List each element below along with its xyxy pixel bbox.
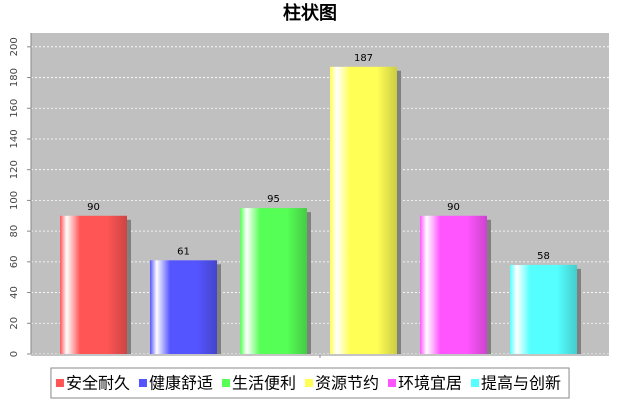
legend-swatch: [55, 379, 64, 387]
legend-swatch: [221, 379, 230, 387]
legend-label: 环境宜居: [398, 374, 462, 393]
y-tick-label: 200: [9, 37, 20, 56]
value-label: 90: [87, 202, 100, 213]
bar: [60, 215, 127, 354]
legend-swatch: [138, 379, 147, 387]
legend: 安全耐久 健康舒适 生活便利 资源节约 环境宜居 提高与创新: [50, 367, 570, 399]
y-tick-label: 20: [9, 317, 20, 330]
legend-label: 生活便利: [232, 374, 296, 393]
legend-label: 提高与创新: [481, 374, 561, 393]
y-tick-label: 120: [9, 160, 20, 179]
legend-label: 健康舒适: [149, 374, 213, 393]
y-tick-label: 60: [9, 255, 20, 268]
y-tick-label: 80: [9, 225, 20, 238]
bar: [510, 264, 577, 354]
y-tick-label: 0: [9, 351, 20, 357]
chart-title: 柱状图: [283, 2, 337, 24]
y-tick-label: 180: [9, 68, 20, 87]
y-tick-label: 140: [9, 129, 20, 148]
legend-swatch: [471, 379, 480, 387]
y-tick-label: 100: [9, 191, 20, 210]
value-label: 187: [354, 53, 373, 64]
value-label: 58: [537, 251, 550, 262]
bar: [150, 260, 217, 354]
bar: [240, 208, 307, 354]
legend-swatch: [305, 379, 313, 387]
legend-label: 安全耐久: [66, 374, 130, 393]
legend-label: 资源节约: [315, 374, 379, 393]
y-tick-label: 40: [9, 286, 20, 299]
bar: [330, 66, 397, 354]
value-label: 95: [267, 194, 280, 205]
y-tick-label: 160: [9, 99, 20, 118]
legend-swatch: [388, 379, 397, 387]
value-label: 61: [177, 246, 190, 257]
value-label: 90: [447, 202, 460, 213]
bar: [420, 215, 487, 354]
